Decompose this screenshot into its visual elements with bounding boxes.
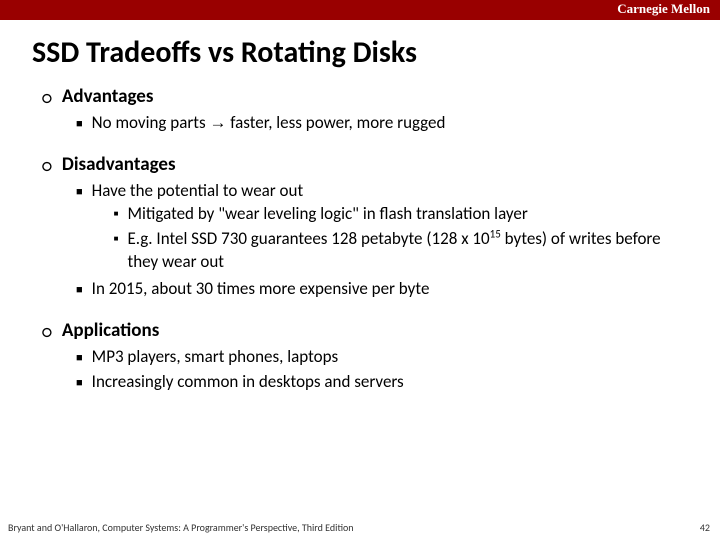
section-disadvantages: ○ Disadvantages ■ Have the potential to … bbox=[42, 153, 690, 301]
square-bullet: ■ bbox=[76, 117, 83, 132]
sub-sub-list: ■ Mitigated by "wear leveling logic" in … bbox=[114, 203, 690, 274]
footer-citation: Bryant and O'Hallaron, Computer Systems:… bbox=[8, 521, 354, 534]
list-item: ■ Increasingly common in desktops and se… bbox=[76, 371, 690, 394]
content-area: ○ Advantages ■ No moving parts → faster,… bbox=[0, 85, 720, 394]
section-head: ○ Applications bbox=[42, 319, 690, 342]
square-bullet: ■ bbox=[76, 351, 83, 366]
item-body: Have the potential to wear out ■ Mitigat… bbox=[92, 180, 690, 276]
square-bullet: ■ bbox=[76, 283, 83, 298]
list-item: ■ MP3 players, smart phones, laptops bbox=[76, 346, 690, 369]
item-text: Mitigated by "wear leveling logic" in fl… bbox=[128, 203, 528, 226]
section-head: ○ Disadvantages bbox=[42, 153, 690, 176]
item-text: MP3 players, smart phones, laptops bbox=[92, 346, 338, 369]
section-heading: Advantages bbox=[62, 85, 154, 108]
list-item: ■ No moving parts → faster, less power, … bbox=[76, 112, 690, 135]
item-text: Have the potential to wear out bbox=[92, 180, 304, 201]
list-item: ■ In 2015, about 30 times more expensive… bbox=[76, 278, 690, 301]
open-circle-bullet: ○ bbox=[42, 157, 52, 175]
list-item: ■ E.g. Intel SSD 730 guarantees 128 peta… bbox=[114, 228, 690, 274]
square-bullet-small: ■ bbox=[114, 234, 119, 245]
square-bullet: ■ bbox=[76, 376, 83, 391]
institution-label: Carnegie Mellon bbox=[617, 1, 710, 17]
list-item: ■ Have the potential to wear out ■ Mitig… bbox=[76, 180, 690, 276]
section-heading: Applications bbox=[62, 319, 159, 342]
square-bullet: ■ bbox=[76, 185, 83, 200]
slide-title: SSD Tradeoffs vs Rotating Disks bbox=[32, 34, 720, 71]
item-text: Increasingly common in desktops and serv… bbox=[92, 371, 404, 394]
sub-list: ■ MP3 players, smart phones, laptops ■ I… bbox=[76, 346, 690, 394]
item-text: E.g. Intel SSD 730 guarantees 128 petaby… bbox=[128, 228, 691, 274]
open-circle-bullet: ○ bbox=[42, 89, 52, 107]
header-bar: Carnegie Mellon bbox=[0, 0, 720, 20]
square-bullet-small: ■ bbox=[114, 209, 119, 220]
item-text: No moving parts → faster, less power, mo… bbox=[92, 112, 446, 135]
section-applications: ○ Applications ■ MP3 players, smart phon… bbox=[42, 319, 690, 394]
list-item: ■ Mitigated by "wear leveling logic" in … bbox=[114, 203, 690, 226]
item-text: In 2015, about 30 times more expensive p… bbox=[92, 278, 430, 301]
section-advantages: ○ Advantages ■ No moving parts → faster,… bbox=[42, 85, 690, 135]
sub-list: ■ Have the potential to wear out ■ Mitig… bbox=[76, 180, 690, 301]
open-circle-bullet: ○ bbox=[42, 323, 52, 341]
page-number: 42 bbox=[700, 521, 710, 534]
sub-list: ■ No moving parts → faster, less power, … bbox=[76, 112, 690, 135]
section-heading: Disadvantages bbox=[62, 153, 176, 176]
footer: Bryant and O'Hallaron, Computer Systems:… bbox=[8, 521, 710, 534]
section-head: ○ Advantages bbox=[42, 85, 690, 108]
